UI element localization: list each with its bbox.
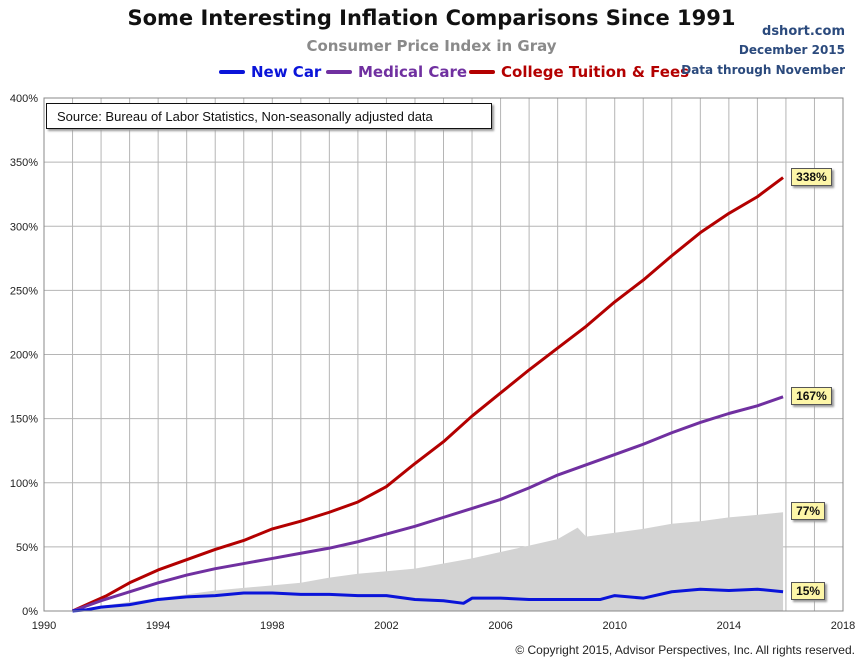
series-line-new-car [72,587,784,613]
chart-title: Some Interesting Inflation Comparisons S… [127,6,736,30]
y-tick-label: 50% [16,542,38,554]
source-note: Source: Bureau of Labor Statistics, Non-… [46,103,492,129]
x-tick-label: 2002 [374,620,398,632]
y-tick-label: 100% [10,478,38,490]
legend-item-new-car: New Car [219,61,321,83]
chart-subtitle: Consumer Price Index in Gray [306,37,557,55]
cpi-area-layer [72,512,784,611]
y-tick-label: 300% [10,221,38,233]
legend-item-college-tuition: College Tuition & Fees [469,61,689,83]
end-label-college-tuition-fees: 338% [791,167,832,186]
x-tick-label: 2014 [717,620,741,632]
copyright-notice: © Copyright 2015, Advisor Perspectives, … [515,643,855,657]
x-tick-label: 2018 [831,620,855,632]
axes: 0% 50% 100% 150% 200% 250% 300% 350% 400% 1990 199… [10,93,855,632]
chart-legend: New Car Medical Care College Tuition & F… [0,61,700,83]
end-label-new-car: 15% [791,581,826,600]
y-tick-label: 400% [10,93,38,105]
series-line-medical-care [72,395,784,613]
legend-item-medical-care: Medical Care [326,61,467,83]
end-label-medical-care: 167% [791,386,832,405]
brand-note: Data through November [681,63,845,77]
x-tick-label: 1990 [32,620,56,632]
plot-frame [43,97,844,612]
x-tick-label: 1998 [260,620,284,632]
brand-site: dshort.com [762,24,845,39]
legend-label-medical-care: Medical Care [358,63,468,81]
legend-swatch-college-tuition [469,70,495,74]
series-lines [71,176,784,613]
brand-date: December 2015 [738,43,845,57]
cpi-area [72,512,784,611]
x-tick-label: 2006 [488,620,512,632]
end-label-cpi: 77% [791,502,826,521]
y-tick-label: 250% [10,285,38,297]
x-tick-label: 2010 [602,620,626,632]
series-line-college-tuition-fees [71,176,784,613]
y-tick-label: 150% [10,414,38,426]
legend-swatch-new-car [219,70,245,74]
legend-label-college-tuition: College Tuition & Fees [501,63,690,81]
y-tick-label: 0% [22,606,38,618]
legend-label-new-car: New Car [251,63,322,81]
y-tick-label: 200% [10,350,38,362]
x-tick-label: 1994 [146,620,170,632]
legend-swatch-medical-care [326,70,352,74]
y-tick-label: 350% [10,157,38,169]
